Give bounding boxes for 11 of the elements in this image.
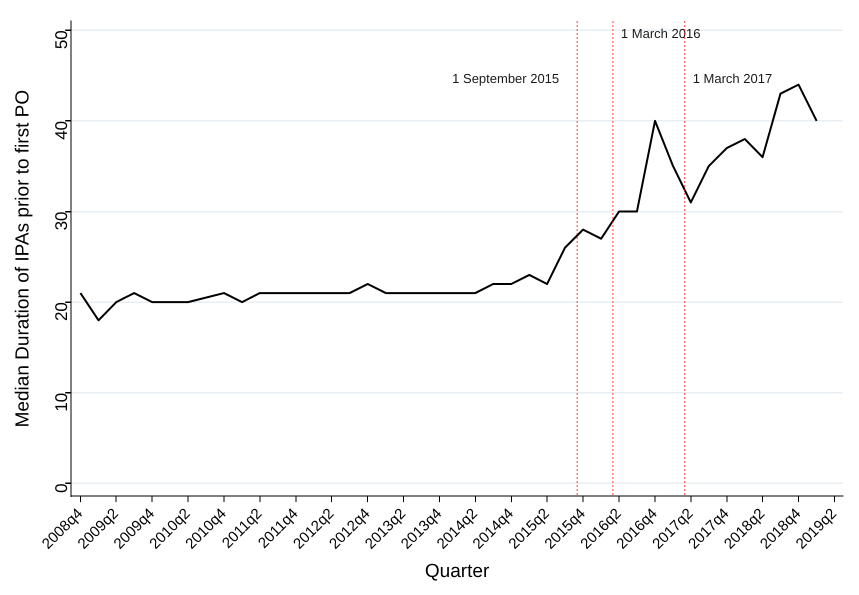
x-axis-title: Quarter (424, 560, 490, 582)
y-axis-title: Median Duration of IPAs prior to first PO (12, 90, 34, 428)
y-tick-label: 10 (52, 392, 71, 412)
y-tick-label: 40 (52, 120, 71, 140)
ref-line-label: 1 September 2015 (452, 70, 560, 86)
y-tick-label: 20 (52, 302, 71, 322)
ref-line-label: 1 March 2017 (692, 70, 772, 86)
y-tick-label: 0 (52, 483, 71, 493)
y-tick-label: 50 (52, 30, 71, 50)
y-tick-label: 30 (52, 212, 71, 230)
ref-line-label: 1 March 2016 (620, 26, 700, 41)
